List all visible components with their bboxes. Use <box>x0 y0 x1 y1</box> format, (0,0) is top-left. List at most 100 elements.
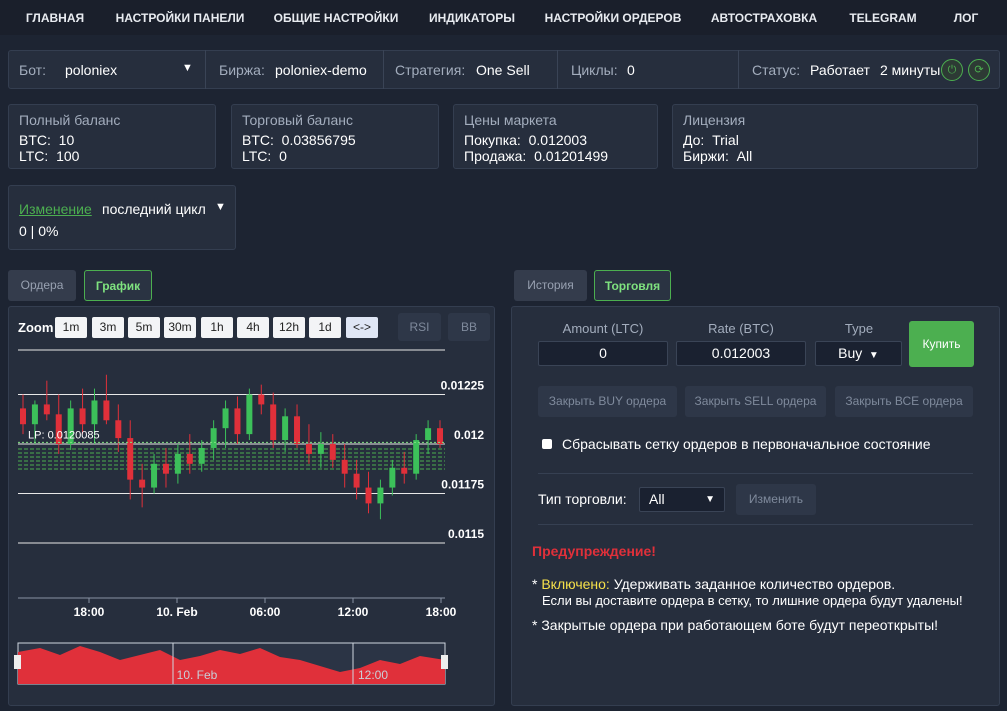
change-link[interactable]: Изменение <box>19 201 92 217</box>
change-button[interactable]: Изменить <box>736 484 816 515</box>
candle-body <box>353 473 360 488</box>
candle-body <box>401 467 408 474</box>
candle-body <box>234 408 241 435</box>
restart-button[interactable]: ⟳ <box>968 59 990 81</box>
candle-body <box>103 400 110 421</box>
chart-panel <box>8 306 495 706</box>
card-title: Торговый баланс <box>242 112 353 128</box>
card: Полный баланс BTC: 10 LTC: 100 <box>8 104 216 169</box>
zoom-button[interactable]: 1d <box>309 317 341 338</box>
label: Type <box>844 321 874 336</box>
close-button[interactable]: Закрыть SELL ордера <box>685 386 826 417</box>
nav-item[interactable]: ГЛАВНАЯ <box>25 11 85 25</box>
nav-item[interactable]: ЛОГ <box>953 11 979 25</box>
candle-body <box>55 414 62 445</box>
caret: ▼ <box>215 201 226 213</box>
label: LTC: <box>242 148 272 164</box>
type-select[interactable]: Buy ▼ <box>815 341 902 366</box>
amount-input[interactable]: 0 <box>538 341 668 366</box>
candle-body <box>67 408 74 445</box>
candle-body <box>317 444 324 454</box>
candle-body <box>186 453 193 464</box>
candle-body <box>341 459 348 474</box>
value: 10 <box>58 132 75 148</box>
tab[interactable]: График <box>84 270 152 301</box>
value: Buy <box>838 345 863 361</box>
candle-body <box>270 404 277 441</box>
x-tick-label: 10. Feb <box>156 605 197 619</box>
zoom-button[interactable]: 1h <box>201 317 233 338</box>
y-tick-label: 0.0115 <box>448 527 484 541</box>
candle-body <box>162 463 169 474</box>
nav-item[interactable]: TELEGRAM <box>849 11 917 25</box>
zoom-button[interactable]: 5m <box>128 317 160 338</box>
candle-body <box>174 453 181 474</box>
candle-body <box>91 400 98 425</box>
card-line: Биржи: All <box>683 148 752 164</box>
divider <box>383 50 384 89</box>
card: Цены маркета Покупка: 0.012003 Продажа: … <box>453 104 658 169</box>
trade-type-select[interactable]: All ▼ <box>639 487 725 512</box>
card-line: LTC: 0 <box>242 148 287 164</box>
nav-item[interactable]: ОБЩИЕ НАСТРОЙКИ <box>273 11 399 25</box>
label: Бот: <box>19 62 46 78</box>
tab[interactable]: Торговля <box>594 270 671 301</box>
order-grid <box>18 448 445 470</box>
checkbox[interactable] <box>542 439 552 449</box>
tab[interactable]: Ордера <box>8 270 76 301</box>
warning-title: Предупреждение! <box>532 543 656 559</box>
warning-text: Если вы доставите ордера в сетку, то лиш… <box>542 593 963 608</box>
card-title: Полный баланс <box>19 112 121 128</box>
candle-body <box>222 408 229 429</box>
card: Лицензия До: Trial Биржи: All <box>672 104 978 169</box>
candle-body <box>294 416 301 445</box>
navigator-handle[interactable] <box>14 655 21 669</box>
card-line: BTC: 10 <box>19 132 74 148</box>
highlight: Включено: <box>541 576 610 592</box>
card-title: Цены маркета <box>464 112 557 128</box>
navigator-label: 12:00 <box>358 668 388 682</box>
zoom-button[interactable]: <-> <box>346 317 378 338</box>
zoom-button[interactable]: 1m <box>55 317 87 338</box>
candle-body <box>20 408 26 425</box>
candle-body <box>210 428 217 448</box>
candle-body <box>413 440 420 474</box>
label: BTC: <box>242 132 274 148</box>
checkbox-label: Сбрасывать сетку ордеров в первоначально… <box>562 436 931 452</box>
candle-body <box>198 447 205 464</box>
tab[interactable]: История <box>514 270 587 301</box>
label: Циклы: <box>571 62 618 78</box>
value: 0 <box>279 148 287 164</box>
zoom-button[interactable]: 30m <box>164 317 196 338</box>
candle-body <box>115 420 122 439</box>
candle-body <box>43 404 50 415</box>
zoom-button[interactable]: 3m <box>92 317 124 338</box>
nav-item[interactable]: АВТОСТРАХОВКА <box>710 11 818 25</box>
stop-button[interactable]: ⏻ <box>941 59 963 81</box>
rate-input[interactable]: 0.012003 <box>676 341 806 366</box>
label: Тип торговли: <box>538 491 627 507</box>
nav-item[interactable]: НАСТРОЙКИ ОРДЕРОВ <box>544 11 682 25</box>
nav-item[interactable]: НАСТРОЙКИ ПАНЕЛИ <box>115 11 245 25</box>
bot-select[interactable]: poloniex <box>65 62 118 78</box>
label: До: <box>683 132 705 148</box>
card-title: Лицензия <box>683 112 746 128</box>
close-button[interactable]: Закрыть BUY ордера <box>538 386 677 417</box>
navigator-handle[interactable] <box>441 655 448 669</box>
zoom-button[interactable]: 12h <box>273 317 305 338</box>
zoom-button[interactable]: 4h <box>237 317 269 338</box>
value: 2 минуты <box>880 62 941 78</box>
label: Amount (LTC) <box>562 321 644 336</box>
warning-item: * Закрытые ордера при работающем боте бу… <box>532 617 939 633</box>
nav-item[interactable]: ИНДИКАТОРЫ <box>429 11 515 25</box>
indicator-button[interactable]: RSI <box>398 313 441 341</box>
candle-body <box>305 444 312 454</box>
close-button[interactable]: Закрыть ВСЕ ордера <box>835 386 973 417</box>
period-select[interactable]: последний цикл <box>102 201 206 217</box>
status-bar <box>8 50 1000 89</box>
indicator-button[interactable]: BB <box>448 313 490 341</box>
x-tick-label: 12:00 <box>338 605 369 619</box>
buy-button[interactable]: Купить <box>909 321 974 367</box>
value: 0.01201499 <box>534 148 609 164</box>
